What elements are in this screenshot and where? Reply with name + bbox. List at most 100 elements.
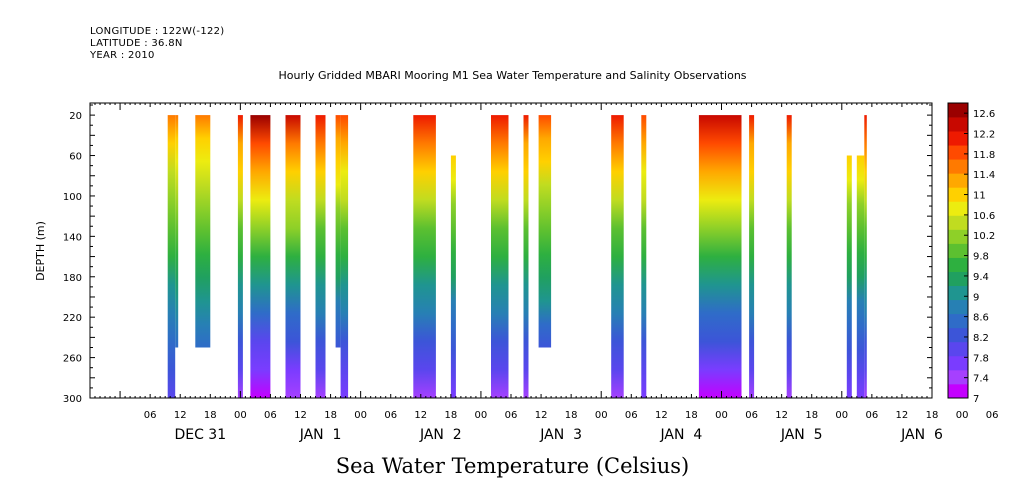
chart-title: Hourly Gridded MBARI Mooring M1 Sea Wate… (278, 69, 747, 82)
colorbar-swatch (948, 229, 968, 244)
data-segment (641, 115, 647, 398)
colorbar-tick-label: 7 (973, 394, 979, 405)
data-segment (523, 115, 529, 398)
x-tick-label: 00 (234, 410, 247, 421)
data-segment (413, 115, 436, 398)
x-day-label: JAN 4 (660, 427, 703, 443)
x-tick-label: 12 (535, 410, 548, 421)
y-tick-label: 100 (63, 192, 82, 203)
x-tick-label: 00 (354, 410, 367, 421)
x-tick-label: 18 (204, 410, 217, 421)
chart-footer: Sea Water Temperature (Celsius) (335, 454, 690, 478)
data-segment (450, 155, 456, 398)
colorbar-swatch (948, 383, 968, 399)
colorbar-swatch (948, 173, 968, 188)
colorbar-swatch (948, 145, 968, 160)
data-segment (856, 155, 865, 398)
data-segment (538, 115, 552, 348)
colorbar-swatch (948, 215, 968, 230)
x-axis: 06 12 18 00 06 12 18 00 06 12 18 00 06 12 18 00 06 12 18 00… (89, 103, 999, 443)
colorbar-swatch (948, 131, 968, 146)
x-tick-label: 12 (174, 410, 187, 421)
colorbar-swatch (948, 327, 968, 343)
colorbar-swatch (948, 355, 968, 371)
x-tick-label: 06 (745, 410, 758, 421)
colorbar-swatch (948, 285, 968, 301)
data-segment (285, 115, 301, 398)
y-tick-label: 300 (63, 394, 82, 405)
x-tick-label: 18 (926, 410, 939, 421)
x-tick-label: 06 (264, 410, 277, 421)
colorbar-tick-label: 12.6 (973, 109, 995, 120)
x-day-label: JAN 3 (539, 427, 582, 443)
colorbar-tick-label: 10.6 (973, 211, 995, 222)
data-segment (749, 115, 755, 398)
x-day-label: JAN 5 (780, 427, 823, 443)
data-segment (864, 115, 867, 398)
colorbar-swatch (948, 299, 968, 315)
x-tick-label: 12 (294, 410, 307, 421)
data-segment (335, 115, 341, 348)
x-tick-label: 18 (685, 410, 698, 421)
data-segment (491, 115, 509, 398)
data-segment (195, 115, 211, 348)
data-segment (315, 115, 326, 398)
x-tick-label: 00 (595, 410, 608, 421)
data-segments (167, 115, 867, 398)
y-tick-label: 140 (63, 232, 82, 243)
latitude-label: LATITUDE : 36.8N (90, 38, 183, 49)
x-tick-label: 06 (625, 410, 638, 421)
x-day-label: JAN 2 (419, 427, 462, 443)
colorbar-swatch (948, 271, 968, 287)
data-segment (846, 155, 852, 398)
colorbar-swatch (948, 159, 968, 174)
longitude-label: LONGITUDE : 122W(-122) (90, 26, 225, 37)
colorbar-swatch (948, 257, 968, 272)
x-day-label: JAN 6 (900, 427, 943, 443)
x-tick-label: 06 (986, 410, 999, 421)
data-segment (340, 115, 349, 398)
year-label: YEAR : 2010 (90, 50, 155, 61)
colorbar-tick-label: 12.2 (973, 130, 995, 141)
y-axis-label: DEPTH (m) (34, 221, 47, 281)
x-tick-label: 00 (715, 410, 728, 421)
colorbar-swatch (948, 117, 968, 132)
x-day-label: JAN 1 (299, 427, 342, 443)
colorbar-swatch (948, 201, 968, 216)
x-tick-label: 12 (896, 410, 909, 421)
colorbar-swatch (948, 187, 968, 202)
colorbar-tick-label: 7.8 (973, 353, 989, 364)
data-segment (167, 115, 176, 398)
x-tick-label: 12 (655, 410, 668, 421)
data-segment (786, 115, 792, 398)
x-tick-label: 18 (444, 410, 457, 421)
x-tick-label: 00 (835, 410, 848, 421)
colorbar-swatch (948, 103, 968, 118)
y-axis: 20 60 100 140 180 220 260 300 (63, 104, 932, 405)
colorbar-tick-label: 8.2 (973, 333, 989, 344)
x-day-label: DEC 31 (174, 427, 226, 443)
colorbar-tick-label: 9 (973, 292, 979, 303)
colorbar-tick-label: 11.8 (973, 150, 995, 161)
colorbar-tick-label: 9.8 (973, 252, 989, 263)
data-segment (611, 115, 624, 398)
x-tick-label: 12 (775, 410, 788, 421)
colorbar-swatch (948, 341, 968, 357)
colorbar-swatch (948, 369, 968, 385)
data-segment (698, 115, 742, 398)
colorbar-tick-label: 10.2 (973, 231, 995, 242)
data-segment (237, 115, 243, 398)
colorbar-tick-label: 7.4 (973, 374, 989, 385)
x-tick-label: 00 (475, 410, 488, 421)
x-tick-label: 06 (384, 410, 397, 421)
colorbar-swatch (948, 313, 968, 329)
x-tick-label: 18 (324, 410, 337, 421)
x-tick-label: 00 (956, 410, 969, 421)
y-tick-label: 260 (63, 354, 82, 365)
x-tick-label: 18 (805, 410, 818, 421)
colorbar-tick-label: 11 (973, 191, 986, 202)
plot-frame (89, 102, 933, 399)
y-tick-label: 20 (69, 111, 82, 122)
colorbar: 12.6 12.2 11.8 11.4 11 10.6 10.2 9.8 9.4 9 8.6 8.2 7… (947, 102, 995, 405)
